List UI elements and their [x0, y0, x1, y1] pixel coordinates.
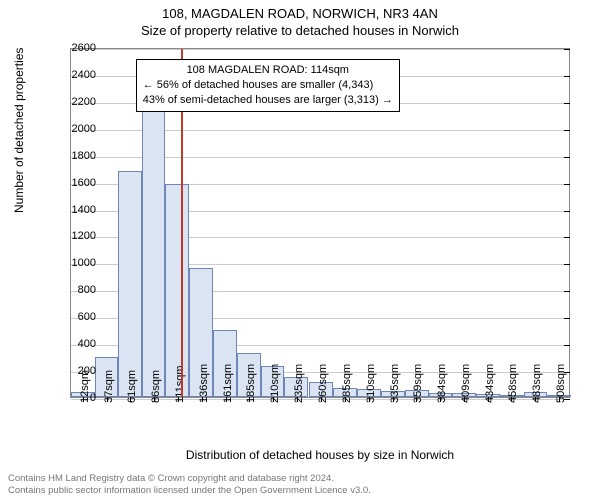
histogram-bar: [118, 171, 142, 397]
y-tick-label: 1400: [46, 204, 96, 216]
y-tick-label: 2600: [46, 42, 96, 54]
y-tick-label: 0: [46, 392, 96, 404]
y-tick-label: 200: [46, 365, 96, 377]
x-tick-label: 335sqm: [389, 364, 401, 403]
y-tick-label: 1000: [46, 257, 96, 269]
y-tick-label: 400: [46, 338, 96, 350]
histogram-bar: [142, 109, 165, 397]
annotation-line: 43% of semi-detached houses are larger (…: [143, 93, 393, 108]
x-axis-label: Distribution of detached houses by size …: [70, 448, 570, 462]
x-tick-label: 185sqm: [245, 364, 257, 403]
x-tick-label: 508sqm: [555, 364, 567, 403]
x-tick-label: 86sqm: [150, 370, 162, 403]
x-tick-label: 483sqm: [531, 364, 543, 403]
x-tick-label: 136sqm: [198, 364, 210, 403]
annotation-line: ← 56% of detached houses are smaller (4,…: [143, 78, 393, 93]
y-tick-label: 2000: [46, 123, 96, 135]
x-tick-label: 260sqm: [317, 364, 329, 403]
annotation-line: 108 MAGDALEN ROAD: 114sqm: [143, 63, 393, 78]
copyright-line-2: Contains public sector information licen…: [8, 485, 371, 496]
x-tick-label: 235sqm: [293, 364, 305, 403]
copyright-line-1: Contains HM Land Registry data © Crown c…: [8, 473, 371, 484]
x-tick-label: 310sqm: [365, 364, 377, 403]
chart-title-block: 108, MAGDALEN ROAD, NORWICH, NR3 4AN Siz…: [0, 0, 600, 40]
x-tick-label: 434sqm: [484, 364, 496, 403]
x-tick-label: 458sqm: [507, 364, 519, 403]
y-tick-label: 800: [46, 284, 96, 296]
histogram-plot: 12sqm37sqm61sqm86sqm111sqm136sqm161sqm18…: [70, 48, 570, 398]
copyright-notice: Contains HM Land Registry data © Crown c…: [8, 473, 371, 496]
x-tick-label: 359sqm: [412, 364, 424, 403]
x-tick-label: 409sqm: [460, 364, 472, 403]
x-tick-label: 210sqm: [269, 364, 281, 403]
y-tick-label: 1600: [46, 177, 96, 189]
title-line-1: 108, MAGDALEN ROAD, NORWICH, NR3 4AN: [0, 6, 600, 23]
title-line-2: Size of property relative to detached ho…: [0, 23, 600, 40]
y-axis-label: Number of detached properties: [12, 48, 26, 213]
y-tick-label: 600: [46, 311, 96, 323]
x-tick-label: 384sqm: [436, 364, 448, 403]
y-tick-label: 1800: [46, 150, 96, 162]
x-tick-label: 285sqm: [341, 364, 353, 403]
x-tick-label: 161sqm: [222, 364, 234, 403]
x-tick-label: 37sqm: [103, 370, 115, 403]
annotation-box: 108 MAGDALEN ROAD: 114sqm← 56% of detach…: [136, 59, 400, 112]
y-tick-label: 2400: [46, 69, 96, 81]
x-tick-label: 61sqm: [126, 370, 138, 403]
y-tick-label: 1200: [46, 230, 96, 242]
y-tick-label: 2200: [46, 96, 96, 108]
grid-line: [71, 49, 569, 50]
